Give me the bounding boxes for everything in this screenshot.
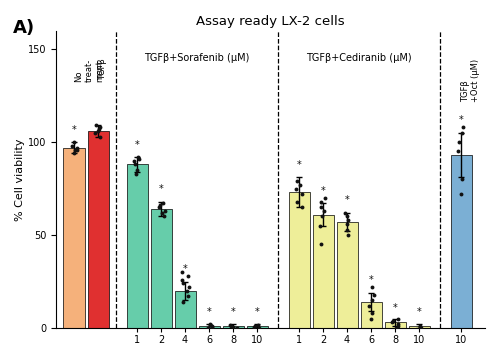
Text: *: * (296, 160, 302, 170)
Text: TGFβ
+Oct (μM): TGFβ +Oct (μM) (461, 58, 480, 102)
Text: *: * (458, 116, 464, 125)
Bar (336, 222, 357, 328)
Text: *: * (182, 264, 188, 274)
Text: *: * (392, 303, 398, 313)
Bar (360, 302, 382, 328)
Bar (384, 323, 406, 328)
Text: No
treat-
ment: No treat- ment (74, 58, 104, 82)
Text: *: * (230, 307, 235, 317)
Text: *: * (134, 140, 140, 149)
Bar (246, 326, 268, 328)
Bar (312, 215, 334, 328)
Bar (150, 209, 172, 328)
Text: TGFβ: TGFβ (98, 58, 107, 80)
Bar (450, 155, 471, 328)
Text: *: * (254, 307, 260, 317)
Bar (408, 326, 430, 328)
Bar (126, 165, 148, 328)
Text: TGFβ+Cediranib (μM): TGFβ+Cediranib (μM) (306, 53, 412, 63)
Text: *: * (344, 195, 350, 205)
Text: A): A) (13, 19, 35, 37)
Text: *: * (320, 186, 326, 196)
Text: *: * (416, 307, 422, 317)
Text: TGFβ+Sorafenib (μM): TGFβ+Sorafenib (μM) (144, 53, 250, 63)
Y-axis label: % Cell viability: % Cell viability (15, 138, 25, 221)
Bar (64, 148, 84, 328)
Text: *: * (158, 184, 164, 194)
Bar (222, 326, 244, 328)
Text: *: * (72, 125, 76, 135)
Text: *: * (206, 307, 212, 317)
Bar (288, 192, 310, 328)
Text: *: * (368, 275, 374, 285)
Bar (198, 326, 220, 328)
Bar (88, 131, 108, 328)
Bar (174, 291, 196, 328)
Title: Assay ready LX-2 cells: Assay ready LX-2 cells (196, 15, 345, 28)
